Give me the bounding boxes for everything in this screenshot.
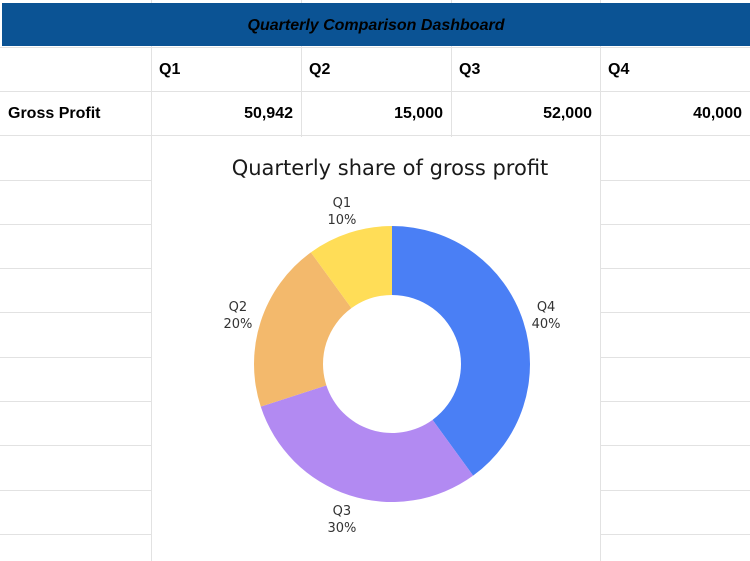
cell-value: 52,000 bbox=[543, 104, 592, 122]
chart-title: Quarterly share of gross profit bbox=[231, 156, 549, 180]
chart-card[interactable] bbox=[152, 137, 600, 561]
cell-q4-value[interactable]: 40,000 bbox=[600, 92, 750, 135]
cell-q3-value[interactable]: 52,000 bbox=[451, 92, 600, 135]
grid-line bbox=[0, 47, 750, 48]
grid-line bbox=[0, 91, 750, 92]
column-header-label: Q3 bbox=[459, 60, 481, 78]
grid-line bbox=[600, 0, 601, 561]
column-header-label: Q4 bbox=[608, 60, 630, 78]
column-header-label: Q1 bbox=[159, 60, 181, 78]
grid-line bbox=[151, 0, 152, 561]
column-header-q3[interactable]: Q3 bbox=[451, 48, 600, 91]
column-header-q4[interactable]: Q4 bbox=[600, 48, 750, 91]
cell-value: 15,000 bbox=[394, 104, 443, 122]
cell-q2-value[interactable]: 15,000 bbox=[301, 92, 451, 135]
column-header-q2[interactable]: Q2 bbox=[301, 48, 451, 91]
cell-value: 40,000 bbox=[693, 104, 742, 122]
column-header-q1[interactable]: Q1 bbox=[151, 48, 301, 91]
dashboard-title: Quarterly Comparison Dashboard bbox=[247, 16, 505, 34]
row-label-gross-profit[interactable]: Gross Profit bbox=[0, 92, 151, 135]
row-label-text: Gross Profit bbox=[8, 104, 101, 122]
cell-q1-value[interactable]: 50,942 bbox=[151, 92, 301, 135]
dashboard-header[interactable]: Quarterly Comparison Dashboard bbox=[2, 3, 750, 46]
grid-line bbox=[0, 135, 750, 136]
cell-value: 50,942 bbox=[244, 104, 293, 122]
column-header-label: Q2 bbox=[309, 60, 331, 78]
